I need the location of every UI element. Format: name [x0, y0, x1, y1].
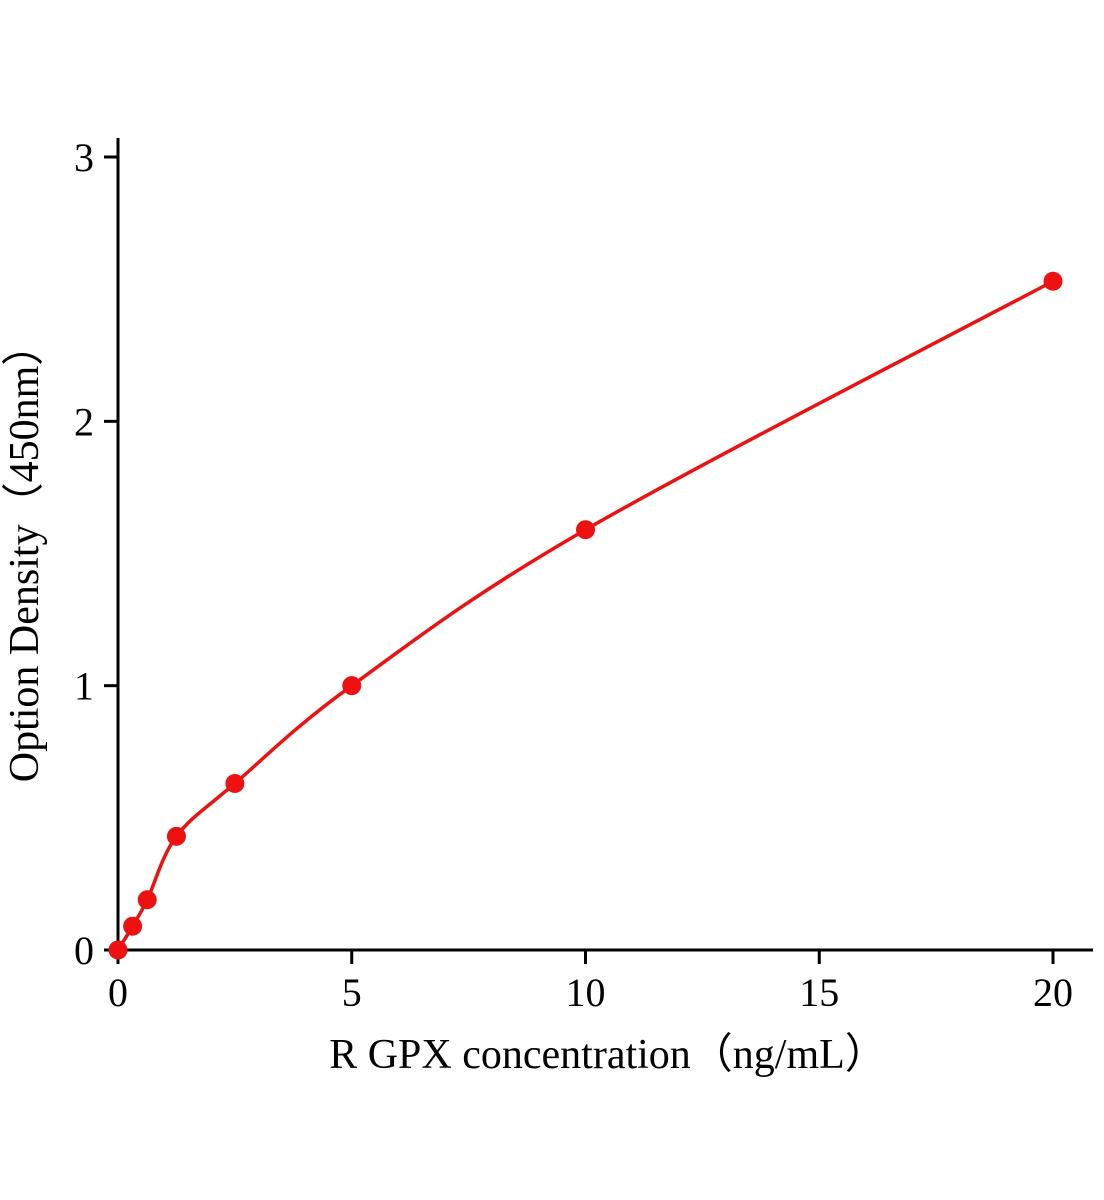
y-tick-label: 1 [74, 664, 94, 709]
data-point [108, 940, 128, 960]
x-axis-label: R GPX concentration（ng/mL） [329, 1032, 887, 1078]
data-point [137, 890, 157, 910]
tick-labels: 0 5 10 15 20 0 1 2 3 [74, 135, 1073, 1015]
data-point [576, 520, 595, 540]
x-tick-label: 15 [799, 970, 839, 1015]
y-tick-label: 3 [74, 135, 94, 180]
y-axis-label: Option Density（450nm） [2, 324, 48, 783]
x-tick-label: 0 [108, 970, 128, 1015]
data-series [108, 271, 1063, 960]
data-point [1043, 271, 1063, 291]
y-tick-label: 2 [74, 399, 94, 444]
tick-marks [104, 155, 1055, 964]
x-tick-label: 10 [566, 970, 606, 1015]
data-point [123, 916, 143, 936]
x-tick-label: 20 [1033, 970, 1073, 1015]
x-tick-label: 5 [342, 970, 362, 1015]
data-point [342, 676, 362, 696]
axes [116, 138, 1093, 952]
data-point [225, 773, 245, 793]
data-point [166, 826, 186, 846]
fit-curve [116, 279, 1055, 952]
y-tick-label: 0 [74, 928, 94, 973]
